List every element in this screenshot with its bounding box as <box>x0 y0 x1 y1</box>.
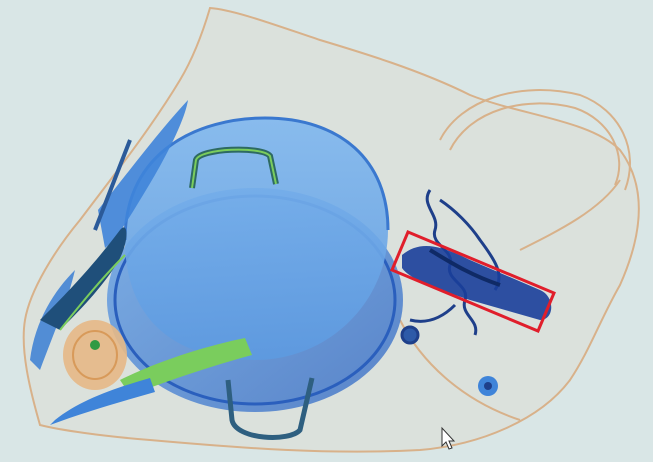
knife-lower-icon <box>50 338 252 425</box>
scissors-icon <box>40 139 132 331</box>
bottle-icon <box>402 245 552 320</box>
pointer-cursor-icon <box>441 426 456 450</box>
tape-roll-icon <box>63 320 127 390</box>
coin-icon <box>478 376 498 396</box>
detection-box <box>390 230 556 333</box>
